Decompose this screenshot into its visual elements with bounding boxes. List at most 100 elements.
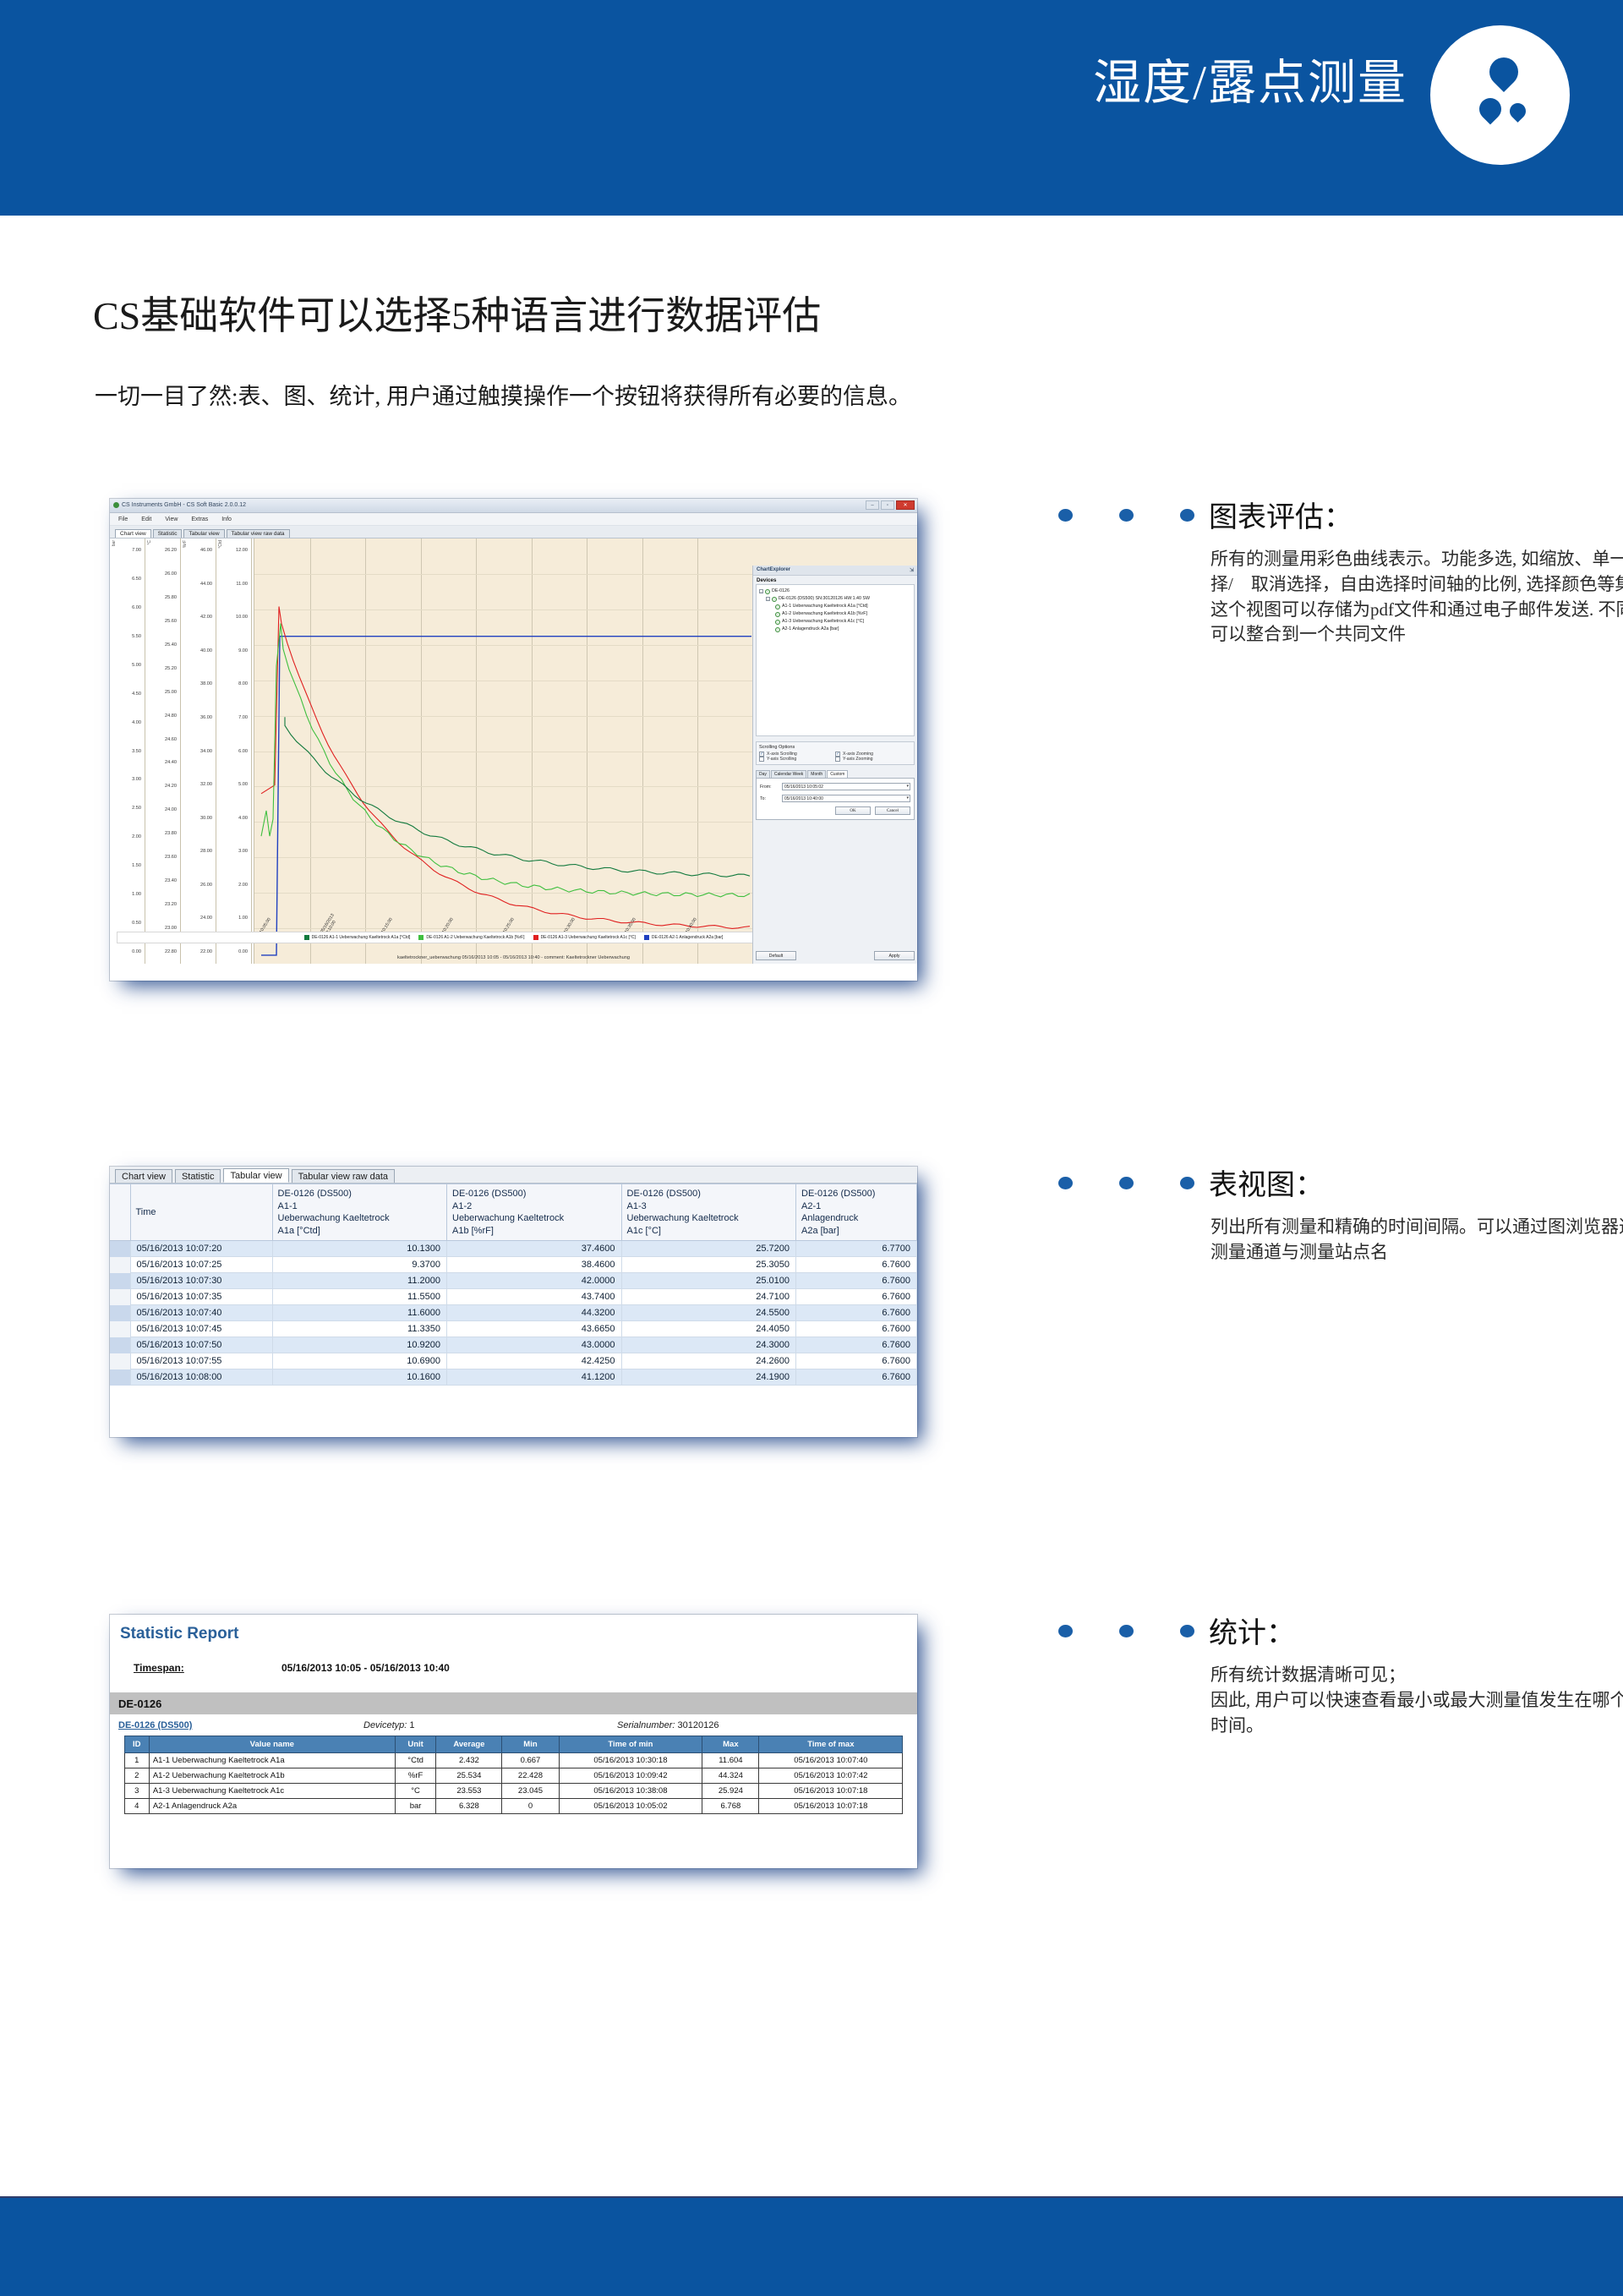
statistic-row: 2 A1-2 Ueberwachung Kaeltetrock A1b %rF 25.… — [123, 1768, 904, 1784]
statistic-cell: 2.432 — [435, 1752, 503, 1768]
statistic-cell: 05/16/2013 10:09:42 — [558, 1768, 703, 1784]
bullet-dot-icon — [1119, 1624, 1134, 1637]
checkbox-icon[interactable] — [775, 611, 780, 617]
table-row[interactable]: 05/16/2013 10:07:20 10.1300 37.4600 25.7200… — [110, 1240, 917, 1258]
legend-item[interactable]: DE-0126 A1-3 Ueberwachung Kaeltetrock A1… — [533, 935, 636, 940]
expand-icon[interactable]: – — [766, 597, 770, 601]
tree-node-label: A1-2 Ueberwachung Kaeltetrock A1b [%rF] — [782, 611, 867, 616]
default-button[interactable]: Default — [756, 951, 796, 960]
axis-tick-label: 3.00 — [132, 777, 141, 783]
option-x-axis-scrolling[interactable]: ✓ X-axis Scrolling — [759, 752, 835, 757]
page-header: 湿度/露点测量 — [0, 0, 1623, 216]
menu-extras[interactable]: Extras — [191, 516, 209, 522]
legend-label: DE-0126 A1-2 Ueberwachung Kaeltetrock A1… — [426, 935, 525, 940]
statistic-cell: 0 — [501, 1798, 560, 1814]
table-row[interactable]: 05/16/2013 10:08:00 10.1600 41.1200 24.1900… — [110, 1369, 917, 1386]
tab-tabular-view[interactable]: Tabular view — [183, 528, 225, 538]
axis-tick-label: 24.00 — [200, 916, 212, 921]
row-gutter — [110, 1272, 131, 1289]
tree-node[interactable]: A1-2 Ueberwachung Kaeltetrock A1b [%rF] — [758, 610, 912, 618]
ok-button[interactable]: OK — [835, 806, 871, 815]
checkbox-icon[interactable] — [835, 757, 840, 762]
checkbox-icon[interactable] — [775, 619, 780, 625]
table-row[interactable]: 05/16/2013 10:07:40 11.6000 44.3200 24.5500… — [110, 1304, 917, 1322]
cancel-button[interactable]: Cancel — [875, 806, 910, 815]
checkbox-icon[interactable]: ✓ — [835, 752, 840, 757]
to-datetime-input[interactable]: 05/16/2013 10:40:00 ▾ — [782, 795, 910, 802]
y-axis-ctd: °Ctd 12.00 11.00 10.00 9.00 8.00 7.00 6.00 5.00 4… — [216, 538, 252, 964]
maximize-button[interactable]: ▫ — [881, 500, 894, 510]
menu-info[interactable]: Info — [221, 516, 232, 522]
pin-icon[interactable]: ⇲ — [909, 568, 914, 573]
tree-node[interactable]: – DE-0126 — [758, 588, 912, 595]
tab-chart-view[interactable]: Chart view — [115, 528, 151, 538]
device-link[interactable]: DE-0126 (DS500) — [118, 1720, 193, 1730]
tab-calendar-week[interactable]: Calendar Week — [770, 770, 807, 778]
menubar[interactable]: File Edit View Extras Info — [110, 513, 917, 526]
range-tabs[interactable]: Day Calendar Week Month Custom — [756, 770, 915, 778]
legend-item[interactable]: DE-0126 A1-2 Ueberwachung Kaeltetrock A1… — [418, 935, 525, 940]
table-row[interactable]: 05/16/2013 10:07:55 10.6900 42.4250 24.2600… — [110, 1353, 917, 1370]
tab-statistic[interactable]: Statistic — [152, 528, 183, 538]
checkbox-icon[interactable] — [772, 596, 777, 602]
axis-tick-label: 23.00 — [165, 926, 177, 932]
tab-tabular-view-raw[interactable]: Tabular view raw data — [226, 528, 290, 538]
tab-day[interactable]: Day — [756, 770, 770, 778]
option-y-axis-scrolling[interactable]: Y-axis Scrolling — [759, 757, 835, 762]
menu-file[interactable]: File — [118, 516, 128, 522]
checkbox-icon[interactable] — [759, 757, 764, 762]
bullet-dot-icon — [1058, 1624, 1073, 1637]
checkbox-icon[interactable] — [775, 604, 780, 610]
checkbox-icon[interactable] — [765, 588, 770, 594]
option-x-axis-zooming[interactable]: ✓ X-axis Zooming — [835, 752, 911, 757]
axis-tick-label: 24.00 — [165, 807, 177, 813]
cell-value: 42.0000 — [446, 1272, 622, 1290]
tree-node-label: DE-0126 — [772, 588, 790, 593]
tab-custom[interactable]: Custom — [827, 770, 849, 778]
tab-chart-view[interactable]: Chart view — [115, 1169, 172, 1183]
legend-item[interactable]: DE-0126 A2-1 Anlagendruck A2a [bar] — [643, 935, 723, 940]
devicetype-value: 1 — [409, 1720, 415, 1730]
apply-button[interactable]: Apply — [874, 951, 915, 960]
minimize-button[interactable]: – — [866, 500, 879, 510]
chevron-down-icon[interactable]: ▾ — [906, 784, 909, 789]
table-row[interactable]: 05/16/2013 10:07:30 11.2000 42.0000 25.0100… — [110, 1272, 917, 1290]
chevron-down-icon[interactable]: ▾ — [906, 795, 909, 801]
chart-window-tabs[interactable]: Chart view Statistic Tabular view Tabula… — [110, 526, 917, 538]
table-row[interactable]: 05/16/2013 10:07:45 11.3350 43.6650 24.4050… — [110, 1320, 917, 1338]
tab-statistic[interactable]: Statistic — [174, 1169, 221, 1183]
tree-node[interactable]: – DE-0126 (DS500) SN:30120126 HW:1.40 SW — [758, 595, 912, 603]
table-row[interactable]: 05/16/2013 10:07:50 10.9200 43.0000 24.3000… — [110, 1337, 917, 1354]
legend-swatch — [643, 935, 649, 940]
tree-node[interactable]: A1-1 Ueberwachung Kaeltetrock A1a [°Ctd] — [758, 603, 912, 610]
statistic-cell: 05/16/2013 10:07:18 — [758, 1798, 904, 1814]
close-button[interactable]: ✕ — [896, 500, 915, 510]
axis-tick-label: 26.20 — [165, 548, 177, 553]
tabular-view-tabs[interactable]: Chart view Statistic Tabular view Tabula… — [110, 1167, 917, 1184]
tab-tabular-view-raw[interactable]: Tabular view raw data — [291, 1169, 396, 1183]
tab-month[interactable]: Month — [807, 770, 827, 778]
legend-item[interactable]: DE-0126 A1-1 Ueberwachung Kaeltetrock A1… — [303, 935, 410, 940]
option-y-axis-zooming[interactable]: Y-axis Zooming — [835, 757, 911, 762]
menu-view[interactable]: View — [165, 516, 178, 522]
axis-tick-label: 11.00 — [236, 581, 248, 587]
statistic-cell: 05/16/2013 10:30:18 — [558, 1752, 703, 1768]
device-tree[interactable]: – DE-0126 – DE-0126 (DS500) SN:30120126 … — [756, 584, 915, 736]
bullet-dot-icon — [1180, 508, 1194, 522]
tab-tabular-view[interactable]: Tabular view — [223, 1168, 289, 1183]
menu-edit[interactable]: Edit — [141, 516, 152, 522]
checkbox-icon[interactable] — [775, 626, 780, 632]
tree-node-label: DE-0126 (DS500) SN:30120126 HW:1.40 SW — [779, 596, 870, 601]
table-row[interactable]: 05/16/2013 10:07:25 9.3700 38.4600 25.3050 6… — [110, 1256, 917, 1274]
window-controls[interactable]: – ▫ ✕ — [866, 500, 915, 510]
expand-icon[interactable]: – — [759, 589, 763, 593]
axis-name: bar — [112, 540, 117, 547]
cell-value: 11.6000 — [271, 1304, 447, 1322]
tree-node[interactable]: A1-3 Ueberwachung Kaeltetrock A1c [°C] — [758, 618, 912, 626]
tree-node[interactable]: A2-1 Anlagendruck A2a [bar] — [758, 626, 912, 633]
axis-tick-label: 4.00 — [238, 815, 248, 821]
axis-tick-label: 3.50 — [132, 748, 141, 754]
from-datetime-input[interactable]: 05/16/2013 10:05:02 ▾ — [782, 783, 910, 790]
checkbox-icon[interactable]: ✓ — [759, 752, 764, 757]
table-row[interactable]: 05/16/2013 10:07:35 11.5500 43.7400 24.7100… — [110, 1288, 917, 1306]
